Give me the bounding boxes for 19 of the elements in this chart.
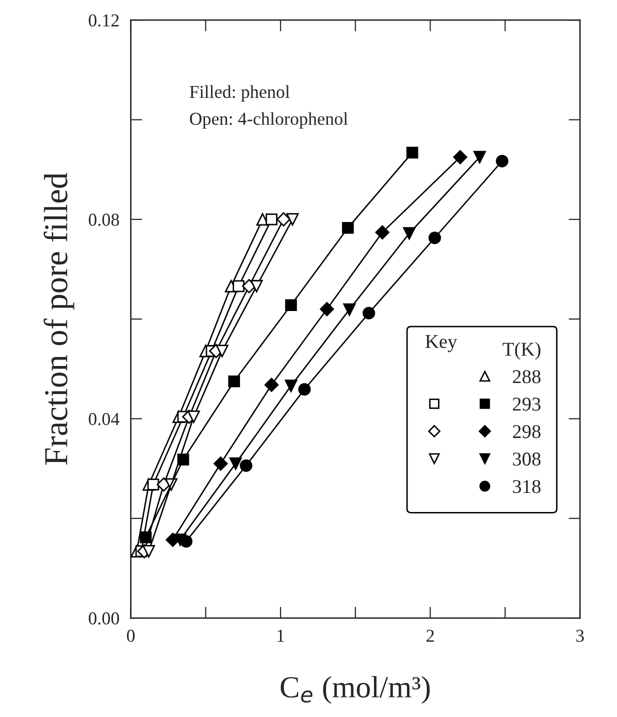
y-tick-label: 0.08 <box>88 214 120 226</box>
annotation: Filled: phenol <box>190 85 290 102</box>
legend-title: T(K) <box>502 342 540 360</box>
x-tick-label: 1 <box>278 630 284 642</box>
x-tick-label: 3 <box>576 630 584 642</box>
legend-label: 298 <box>512 425 540 438</box>
y-axis-title: Fraction of pore filled <box>44 172 74 465</box>
y-tick-label: 0.04 <box>88 412 120 426</box>
annotation: Key <box>425 335 458 352</box>
legend-label: 288 <box>512 370 540 384</box>
y-tick-label: 0.12 <box>88 14 119 27</box>
annotation: Open: 4-chlorophenol <box>190 112 348 129</box>
legend-label: 308 <box>512 452 540 466</box>
x-tick-label: 2 <box>426 630 434 642</box>
x-tick-label: 0 <box>126 630 135 642</box>
legend-label: 293 <box>512 398 540 411</box>
legend-label: 318 <box>512 480 540 494</box>
y-tick-label: 0.00 <box>88 612 120 625</box>
x-axis-title: C$_{e}$ (mol/m³) <box>280 676 430 704</box>
